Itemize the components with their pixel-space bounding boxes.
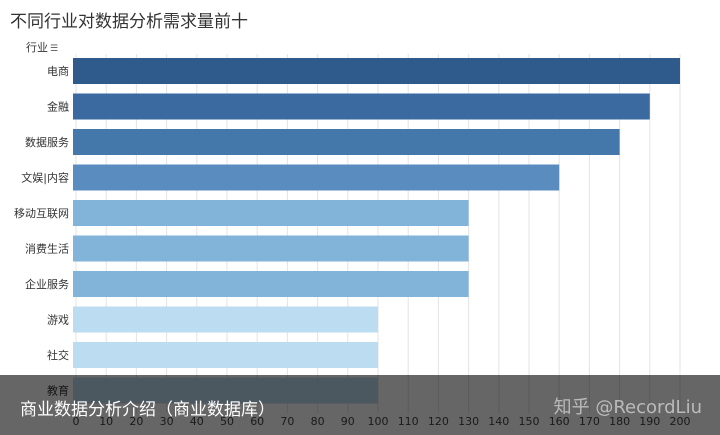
chart-title: 不同行业对数据分析需求量前十 xyxy=(10,12,248,32)
category-label: 文娱|内容 xyxy=(21,171,69,185)
bar[interactable] xyxy=(73,93,650,120)
bar[interactable] xyxy=(73,200,469,226)
category-label: 游戏 xyxy=(47,314,69,327)
y-axis-title-text: 行业 xyxy=(26,41,48,54)
bar[interactable] xyxy=(73,306,378,333)
sort-icon[interactable]: ☰ xyxy=(50,44,59,54)
y-axis-title: 行业 ☰ xyxy=(26,39,58,55)
bar[interactable] xyxy=(73,164,560,191)
category-label: 金融 xyxy=(47,100,69,114)
category-label: 社交 xyxy=(47,348,69,362)
watermark: 知乎 @RecordLiu xyxy=(553,397,702,418)
category-label: 移动互联网 xyxy=(14,207,69,220)
category-label: 企业服务 xyxy=(25,277,69,291)
bar[interactable] xyxy=(73,235,469,262)
bar[interactable] xyxy=(73,342,378,368)
bar[interactable] xyxy=(73,129,620,155)
category-label: 数据服务 xyxy=(25,135,69,149)
bar[interactable] xyxy=(73,58,680,84)
bars xyxy=(73,58,680,404)
caption-overlay xyxy=(0,375,720,435)
category-label: 电商 xyxy=(47,64,69,78)
caption-text: 商业数据分析介绍（商业数据库） xyxy=(20,400,275,420)
category-label: 消费生活 xyxy=(25,242,69,256)
bar[interactable] xyxy=(73,271,469,297)
